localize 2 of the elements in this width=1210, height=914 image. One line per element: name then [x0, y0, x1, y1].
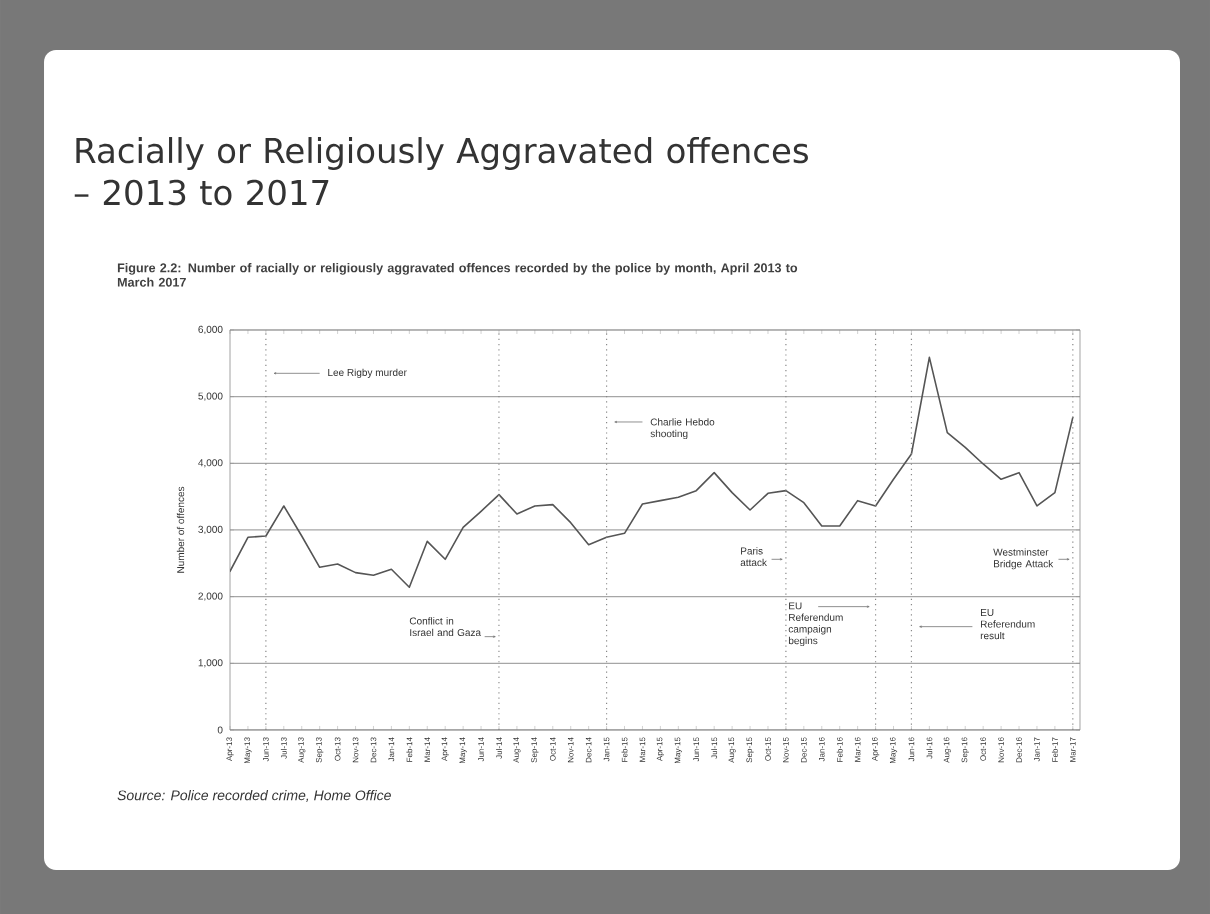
line-series — [230, 356, 1074, 589]
chart-title: Racially or Religiously Aggravated offences – 2013 to 2017 — [74, 137, 808, 206]
